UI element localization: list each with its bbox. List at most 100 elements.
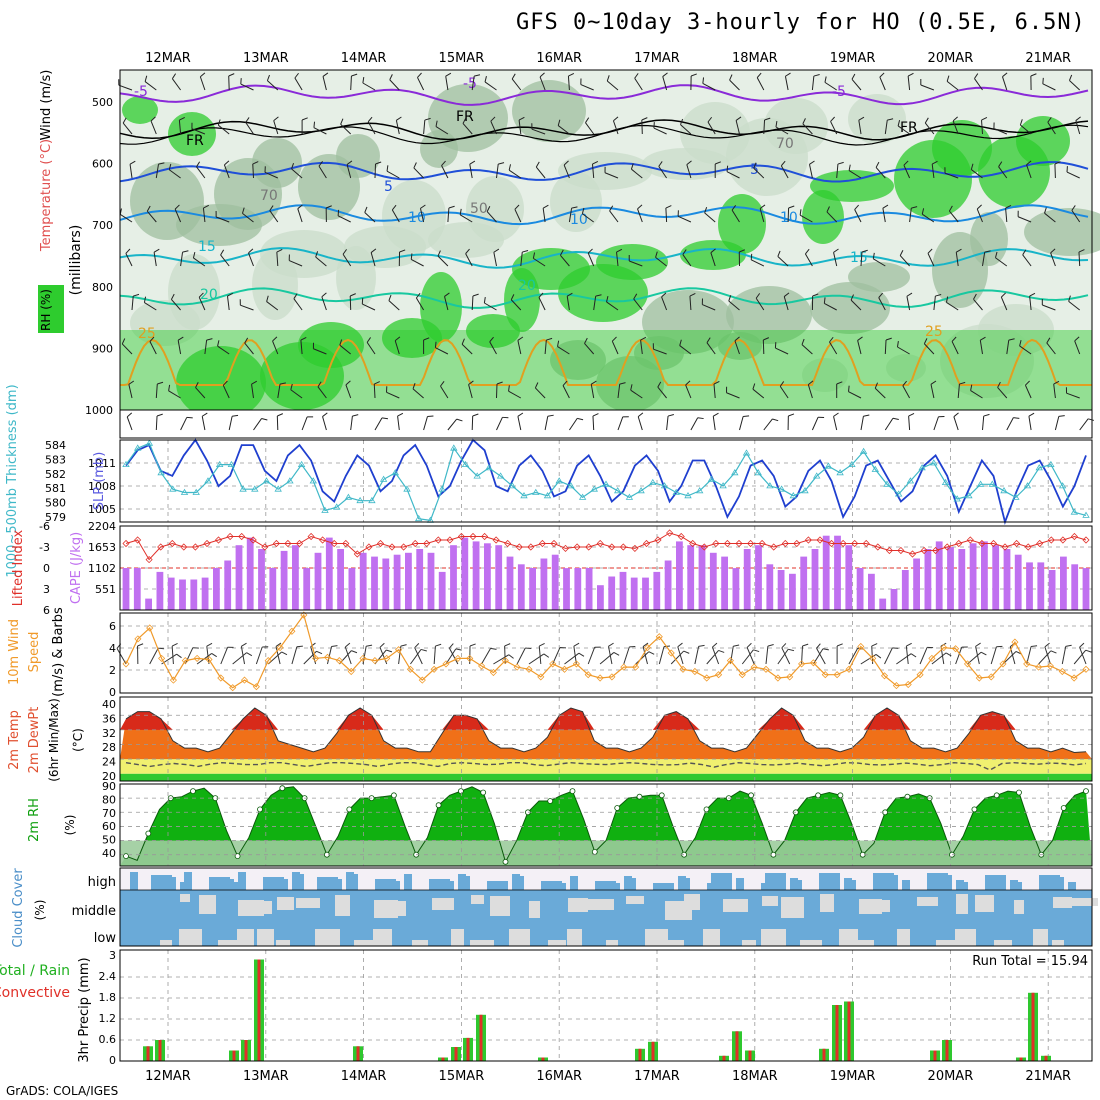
upper-wind-barb (410, 253, 413, 260)
wind10m-barb (822, 648, 829, 651)
wind10m-barb (137, 643, 144, 647)
lifted-index-point (585, 543, 593, 551)
rh2m-point (658, 792, 665, 799)
upper-wind-barb (364, 206, 368, 213)
upper-wind-barb (149, 341, 157, 355)
upper-wind-barb (168, 163, 172, 170)
thickness-point (859, 447, 868, 454)
upper-wind-barb (153, 248, 160, 253)
upper-wind-barb (252, 161, 259, 165)
upper-wind-barb (661, 292, 667, 298)
slp-axis-label: SLP (mb) (92, 452, 107, 511)
surface-wind-barb (350, 416, 353, 431)
contour-label: -5 (832, 84, 846, 100)
wind10m-barb (326, 646, 333, 665)
cape-bar (359, 552, 367, 610)
upper-wind-barb (490, 116, 496, 122)
surface-wind-barb (833, 412, 839, 417)
thickness-point (918, 464, 926, 471)
contour-label: 70 (776, 136, 794, 152)
wind10m-speed-point (940, 644, 948, 652)
upper-wind-barb (459, 214, 473, 223)
thickness-point (1058, 482, 1067, 489)
surface-wind-barb (232, 414, 239, 417)
upper-wind-barb (609, 210, 619, 223)
upper-wind-barb (472, 293, 479, 297)
surface-wind-barb (666, 416, 669, 431)
upper-wind-barb (640, 336, 647, 341)
upper-wind-barb (520, 252, 523, 267)
wind10m-speed-point (715, 671, 723, 679)
thickness-point (379, 475, 388, 482)
upper-wind-barb (854, 209, 862, 223)
upper-wind-barb (726, 171, 740, 179)
upper-wind-barb (313, 127, 327, 135)
cloud-high-block (292, 872, 300, 890)
wind10m-barb (206, 646, 210, 665)
upper-wind-barb (174, 204, 180, 210)
date-label-bottom: 13MAR (243, 1069, 289, 1084)
upper-wind-barb (661, 296, 668, 311)
upper-wind-barb (322, 72, 329, 77)
upper-wind-barb (923, 338, 928, 344)
upper-wind-barb (619, 382, 626, 385)
wind10m-speed-point (501, 657, 509, 665)
upper-wind-barb (448, 205, 455, 209)
upper-wind-barb (993, 128, 1007, 135)
pressure-tick: 600 (92, 158, 113, 171)
upper-wind-barb (465, 248, 470, 254)
precip-convective-bar (158, 1040, 162, 1061)
precip-convective-bar (541, 1057, 545, 1061)
wind10m-barb (539, 642, 545, 647)
thickness-point (485, 464, 493, 471)
cloud-axis-label: Cloud Cover (11, 868, 26, 948)
upper-wind-barb (290, 383, 293, 390)
slp-tick: 1005 (88, 503, 116, 516)
thickness-point (894, 490, 903, 497)
upper-wind-barb (606, 301, 619, 311)
cloud-low-gap (218, 940, 238, 946)
run-total-annotation: Run Total = 15.94 (972, 954, 1088, 969)
upper-wind-barb (851, 78, 862, 91)
upper-wind-barb (568, 208, 573, 223)
lifted-index-point (423, 539, 431, 548)
upper-wind-barb (276, 249, 283, 253)
wind10m-barb (310, 642, 316, 648)
upper-wind-barb (882, 208, 886, 223)
upper-wind-barb (873, 258, 886, 267)
cape-bar (303, 568, 311, 610)
isotherm-15 (119, 247, 1089, 269)
cape-bar (563, 568, 570, 610)
surface-wind-barb (544, 416, 549, 431)
upper-wind-barb (976, 208, 983, 223)
wind10m-barb (1026, 646, 1032, 665)
upper-wind-barb (731, 205, 737, 211)
cloud-mid-gap (393, 901, 406, 916)
upper-wind-barb (997, 381, 1001, 388)
thickness-point (391, 469, 400, 476)
wind10m-speed-point (869, 654, 877, 662)
upper-wind-barb (198, 297, 206, 311)
thickness-point (356, 496, 364, 504)
precip-axis-label: 3hr Precip (mm) (77, 957, 92, 1062)
surface-wind-barb (637, 416, 643, 431)
upper-wind-barb (1006, 340, 1010, 355)
upper-wind-barb (715, 161, 721, 165)
thickness-point (613, 487, 622, 494)
rh-contour-fill (176, 346, 266, 420)
surface-wind-barb (517, 416, 522, 431)
upper-wind-barb (511, 78, 522, 91)
thickness-point (473, 472, 481, 479)
surface-wind-barb (860, 416, 864, 431)
upper-wind-barb (903, 165, 911, 179)
upper-wind-barb (780, 165, 789, 179)
upper-wind-barb (532, 252, 536, 259)
wind10m-speed-point (584, 671, 592, 679)
wind10m-speed-point (489, 668, 497, 677)
upper-wind-barb (930, 384, 935, 399)
upper-wind-barb (582, 213, 594, 223)
rh-contour-fill (130, 300, 200, 346)
thickness-point (695, 487, 704, 494)
upper-wind-barb (848, 385, 850, 392)
thickness-point (976, 480, 985, 487)
